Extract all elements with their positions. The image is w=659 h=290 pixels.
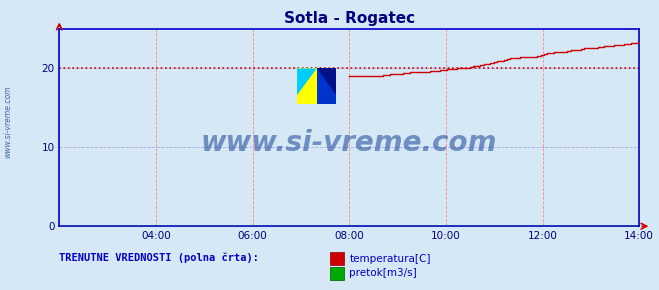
Text: www.si-vreme.com: www.si-vreme.com	[3, 86, 13, 158]
Title: Sotla - Rogatec: Sotla - Rogatec	[284, 11, 415, 26]
Polygon shape	[316, 68, 336, 95]
Text: pretok[m3/s]: pretok[m3/s]	[349, 268, 417, 278]
FancyBboxPatch shape	[297, 68, 316, 104]
Text: www.si-vreme.com: www.si-vreme.com	[201, 129, 498, 157]
Text: TRENUTNE VREDNOSTI (polna črta):: TRENUTNE VREDNOSTI (polna črta):	[59, 253, 259, 263]
Polygon shape	[297, 68, 316, 95]
FancyBboxPatch shape	[316, 68, 336, 104]
Text: temperatura[C]: temperatura[C]	[349, 254, 431, 264]
